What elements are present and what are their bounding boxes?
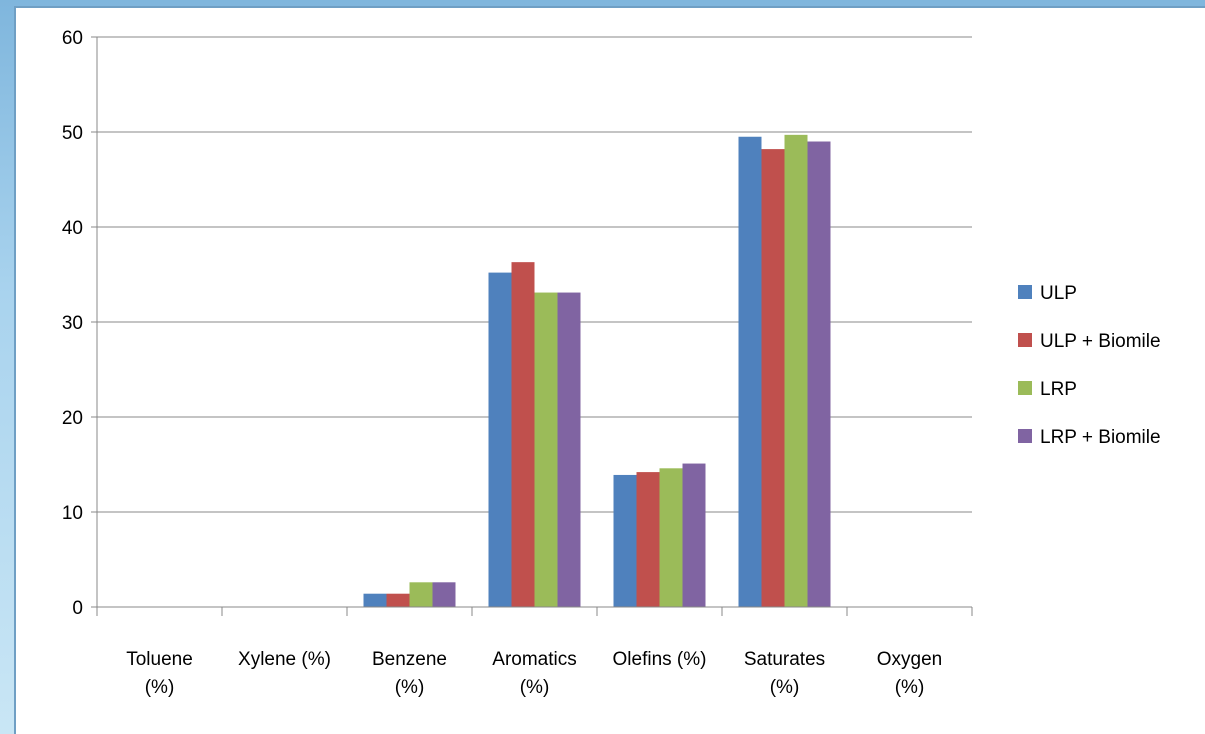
x-category-label: Benzene (%) bbox=[372, 649, 447, 698]
bar-lrp-biomile-3 bbox=[557, 292, 581, 607]
y-tick-label: 50 bbox=[62, 123, 83, 144]
legend-swatch bbox=[1018, 429, 1032, 443]
legend-label: ULP + Biomile bbox=[1040, 331, 1161, 352]
bar-lrp-2 bbox=[409, 582, 433, 607]
bar-lrp-biomile-4 bbox=[682, 463, 706, 607]
legend-swatch bbox=[1018, 381, 1032, 395]
legend-swatch bbox=[1018, 285, 1032, 299]
bars bbox=[363, 134, 831, 607]
bar-ulp-5 bbox=[738, 136, 762, 607]
x-category-label: Toluene (%) bbox=[126, 649, 193, 698]
bar-ulp-biomile-3 bbox=[511, 262, 535, 607]
slide-frame bbox=[14, 6, 1205, 734]
bar-lrp-3 bbox=[534, 292, 558, 607]
x-category-label: Xylene (%) bbox=[238, 649, 331, 670]
bar-ulp-4 bbox=[613, 474, 637, 607]
y-tick-label: 30 bbox=[62, 313, 83, 334]
bar-lrp-biomile-2 bbox=[432, 582, 456, 607]
bar-lrp-biomile-5 bbox=[807, 141, 831, 607]
bar-ulp-3 bbox=[488, 272, 512, 607]
bar-lrp-4 bbox=[659, 468, 683, 607]
bar-ulp-biomile-4 bbox=[636, 472, 660, 607]
legend-label: LRP + Biomile bbox=[1040, 427, 1161, 448]
x-category-label: Oxygen (%) bbox=[877, 649, 942, 698]
x-category-label: Olefins (%) bbox=[613, 649, 707, 670]
x-category-label: Aromatics (%) bbox=[492, 649, 576, 698]
bar-ulp-biomile-2 bbox=[386, 593, 410, 607]
y-axis: 0 10 20 30 40 50 60 bbox=[62, 28, 98, 619]
x-category-label: Saturates (%) bbox=[744, 649, 825, 698]
y-tick-label: 60 bbox=[62, 28, 83, 49]
legend: ULP ULP + Biomile LRP LRP + Biomile bbox=[1018, 283, 1161, 448]
legend-swatch bbox=[1018, 333, 1032, 347]
y-tick-label: 10 bbox=[62, 503, 83, 524]
bar-ulp-biomile-5 bbox=[761, 149, 785, 607]
legend-label: LRP bbox=[1040, 379, 1077, 400]
y-tick-label: 40 bbox=[62, 218, 83, 239]
x-axis: Toluene (%) Xylene (%) Benzene (%) Aromatics(… bbox=[96, 606, 973, 698]
bar-lrp-5 bbox=[784, 134, 808, 607]
y-tick-label: 0 bbox=[72, 598, 83, 619]
bar-ulp-2 bbox=[363, 593, 387, 607]
legend-label: ULP bbox=[1040, 283, 1077, 304]
y-tick-label: 20 bbox=[62, 408, 83, 429]
